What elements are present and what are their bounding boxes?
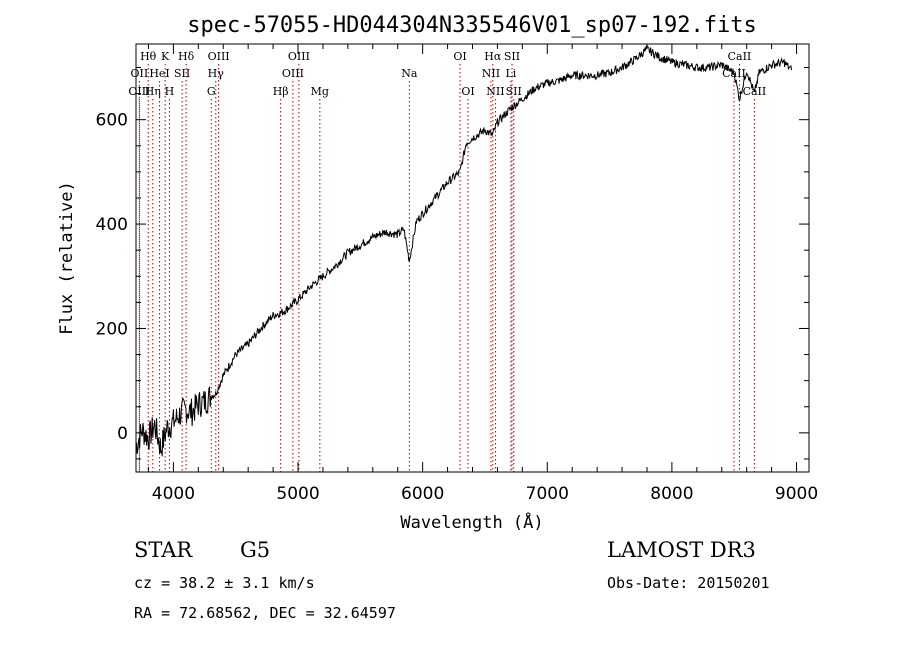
x-tick-label: 4000 <box>152 484 195 504</box>
y-axis-label: Flux (relative) <box>57 181 77 335</box>
flux-series-line <box>135 45 793 457</box>
spectral-line-label: Hα <box>484 50 502 63</box>
spectral-line-label: OIII <box>128 85 150 98</box>
redshift-text: cz = 38.2 ± 3.1 km/s <box>134 574 315 592</box>
spectral-line-label: OIII <box>282 67 304 80</box>
y-tick-label: 0 <box>117 424 128 444</box>
y-tick-label: 600 <box>96 111 128 131</box>
spectral-line-label: NII <box>486 85 504 98</box>
spectral-line-label: G <box>207 85 216 98</box>
spectral-line-label: OIII <box>288 50 310 63</box>
spectral-line-label: SII <box>506 85 522 98</box>
spectral-line-label: H <box>165 85 175 98</box>
spectral-line-label: Li <box>505 67 516 80</box>
spectral-line-label: SII <box>174 67 190 80</box>
obs-date: Obs-Date: 20150201 <box>607 574 770 592</box>
y-tick-label: 200 <box>96 319 128 339</box>
axis-ticks: 4000 5000 6000 7000 8000 9000 0 200 400 600 <box>96 44 818 504</box>
spectral-line-label: Mg <box>311 85 329 98</box>
spectral-line-label: OII <box>131 67 149 80</box>
spectral-line-label: OIII <box>208 50 230 63</box>
spectral-line-label: Hθ <box>140 50 157 63</box>
spectral-line-label: OI <box>461 85 474 98</box>
spectral-line-label: Hγ <box>208 67 225 80</box>
spectral-line-label: SII <box>504 50 520 63</box>
spectral-line-markers: Hθ OII OIII K HeI Hη Hδ SII H OIII Hγ G OIII OIII Hβ Mg… <box>128 50 766 472</box>
y-tick-label: 400 <box>96 215 128 235</box>
x-tick-label: 9000 <box>775 484 818 504</box>
spectral-line-label: Hδ <box>178 50 195 63</box>
spectral-subclass: G5 <box>240 538 271 562</box>
spectral-line-label: HeI <box>149 67 169 80</box>
plot-frame <box>135 43 810 473</box>
spectral-line-label: OI <box>453 50 466 63</box>
coordinates: RA = 72.68562, DEC = 32.64597 <box>134 604 396 622</box>
spectral-line-label: K <box>161 50 170 63</box>
spectral-line-label: Hη <box>145 85 161 98</box>
spectral-line-label: Na <box>401 67 418 80</box>
x-tick-label: 8000 <box>650 484 693 504</box>
survey-name: LAMOST DR3 <box>607 538 756 562</box>
x-tick-label: 7000 <box>526 484 569 504</box>
spectral-line-label: CaII <box>728 50 752 63</box>
x-axis-label: Wavelength (Å) <box>400 511 543 533</box>
object-class: STAR <box>134 538 193 562</box>
x-tick-label: 6000 <box>401 484 444 504</box>
spectral-line-label: NII <box>482 67 500 80</box>
spectral-line-label: Hβ <box>273 85 289 98</box>
x-tick-label: 5000 <box>276 484 319 504</box>
chart-title: spec-57055-HD044304N335546V01_sp07-192.f… <box>187 13 757 38</box>
